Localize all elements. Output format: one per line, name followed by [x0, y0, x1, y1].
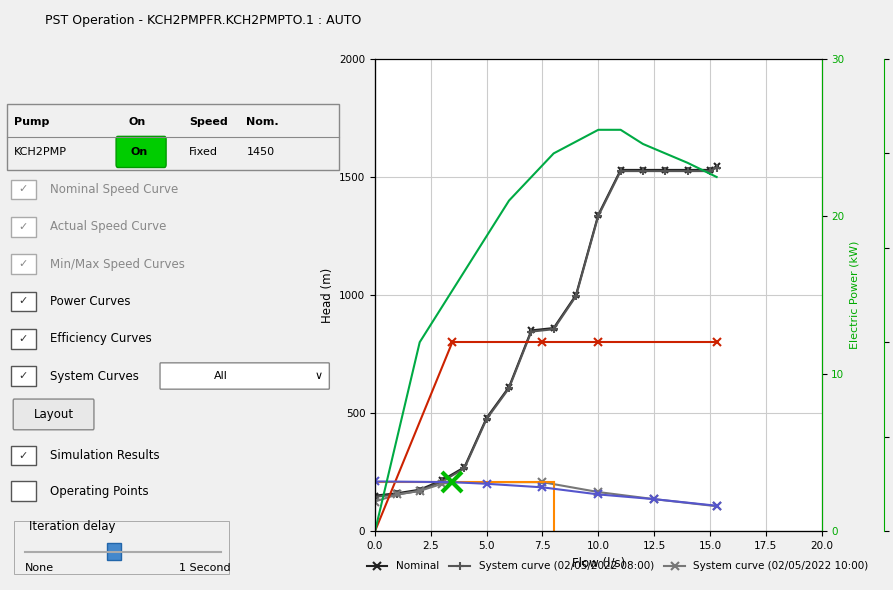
System curve (02/05/2022 10:00) — [414, 487, 425, 494]
Text: Nominal Speed Curve: Nominal Speed Curve — [50, 183, 179, 196]
Nominal — [638, 166, 648, 173]
Text: ✓: ✓ — [19, 371, 28, 381]
Line: Nominal: Nominal — [371, 163, 720, 499]
System curve (02/05/2022 10:00) — [437, 480, 447, 487]
Text: ✓: ✓ — [19, 334, 28, 344]
Bar — [11, 291, 36, 312]
Nominal — [526, 327, 537, 334]
System curve (02/05/2022 08:00) — [571, 293, 581, 300]
Text: Efficiency Curves: Efficiency Curves — [50, 332, 152, 345]
System curve (02/05/2022 08:00) — [481, 415, 492, 422]
System curve (02/05/2022 10:00) — [370, 498, 380, 505]
Bar — [11, 445, 36, 466]
Y-axis label: Head (m): Head (m) — [321, 267, 333, 323]
System curve (02/05/2022 10:00) — [711, 503, 722, 510]
System curve (02/05/2022 08:00) — [414, 487, 425, 494]
Text: Actual Speed Curve: Actual Speed Curve — [50, 220, 166, 233]
Text: ✓: ✓ — [19, 259, 28, 269]
Nominal — [615, 166, 626, 173]
Bar — [11, 329, 36, 349]
System curve (02/05/2022 08:00) — [593, 212, 604, 219]
Nominal — [504, 384, 514, 391]
Text: On: On — [130, 148, 148, 158]
Text: Simulation Results: Simulation Results — [50, 449, 160, 462]
Text: Speed: Speed — [189, 117, 228, 127]
Text: On: On — [129, 117, 146, 127]
Text: ✓: ✓ — [19, 451, 28, 461]
Text: PST Operation - KCH2PMPFR.KCH2PMPTO.1 : AUTO: PST Operation - KCH2PMPFR.KCH2PMPTO.1 : … — [45, 14, 361, 27]
Text: Min/Max Speed Curves: Min/Max Speed Curves — [50, 258, 185, 271]
System curve (02/05/2022 08:00) — [638, 168, 648, 175]
System curve (02/05/2022 10:00) — [537, 478, 547, 486]
System curve (02/05/2022 08:00) — [615, 168, 626, 175]
Text: Fixed: Fixed — [189, 148, 218, 158]
Text: System Curves: System Curves — [50, 369, 139, 382]
Nominal — [392, 490, 403, 497]
System curve (02/05/2022 08:00) — [437, 478, 447, 485]
Text: Power Curves: Power Curves — [50, 295, 130, 308]
Nominal — [711, 163, 722, 170]
X-axis label: Flow (l/s): Flow (l/s) — [572, 556, 625, 569]
Bar — [11, 217, 36, 237]
Nominal — [548, 324, 559, 332]
Nominal — [660, 166, 671, 173]
System curve (02/05/2022 10:00) — [593, 489, 604, 496]
Legend: Nominal, System curve (02/05/2022 08:00), System curve (02/05/2022 10:00): Nominal, System curve (02/05/2022 08:00)… — [363, 557, 872, 576]
Nominal — [459, 464, 470, 471]
Text: ✓: ✓ — [19, 222, 28, 232]
Bar — [11, 481, 36, 501]
Text: ✓: ✓ — [19, 296, 28, 306]
Text: 1450: 1450 — [246, 148, 274, 158]
Nominal — [414, 486, 425, 493]
Nominal — [571, 291, 581, 299]
Text: Nom.: Nom. — [246, 117, 280, 127]
System curve (02/05/2022 08:00) — [459, 465, 470, 472]
Nominal — [593, 211, 604, 218]
Bar — [11, 254, 36, 274]
FancyBboxPatch shape — [13, 399, 94, 430]
Text: 1 Second: 1 Second — [179, 563, 230, 573]
Text: None: None — [25, 563, 54, 573]
Bar — [11, 366, 36, 386]
Nominal — [481, 414, 492, 421]
Text: Pump: Pump — [14, 117, 50, 127]
Text: All: All — [214, 371, 229, 381]
System curve (02/05/2022 10:00) — [447, 478, 458, 486]
System curve (02/05/2022 08:00) — [705, 168, 715, 175]
Text: ∨: ∨ — [314, 371, 322, 381]
Text: Layout: Layout — [34, 408, 73, 421]
FancyBboxPatch shape — [160, 363, 330, 389]
System curve (02/05/2022 10:00) — [648, 496, 659, 503]
Nominal — [705, 166, 715, 173]
Y-axis label: Electric Power (kW): Electric Power (kW) — [850, 241, 860, 349]
System curve (02/05/2022 08:00) — [682, 168, 693, 175]
System curve (02/05/2022 08:00) — [370, 493, 380, 500]
System curve (02/05/2022 08:00) — [504, 385, 514, 392]
Bar — [107, 543, 121, 560]
Text: KCH2PMP: KCH2PMP — [14, 148, 67, 158]
Text: Iteration delay: Iteration delay — [29, 520, 115, 533]
System curve (02/05/2022 08:00) — [711, 164, 722, 171]
System curve (02/05/2022 08:00) — [392, 491, 403, 498]
System curve (02/05/2022 10:00) — [392, 491, 403, 498]
Bar — [14, 522, 229, 573]
Line: System curve (02/05/2022 08:00): System curve (02/05/2022 08:00) — [371, 163, 721, 501]
Text: Operating Points: Operating Points — [50, 485, 148, 498]
Bar — [11, 179, 36, 199]
Nominal — [370, 492, 380, 499]
Nominal — [682, 166, 693, 173]
FancyBboxPatch shape — [116, 136, 166, 168]
System curve (02/05/2022 08:00) — [548, 326, 559, 333]
Line: System curve (02/05/2022 10:00): System curve (02/05/2022 10:00) — [371, 478, 721, 510]
System curve (02/05/2022 08:00) — [660, 168, 671, 175]
Text: ✓: ✓ — [19, 185, 28, 195]
Nominal — [437, 477, 447, 484]
System curve (02/05/2022 08:00) — [526, 328, 537, 335]
